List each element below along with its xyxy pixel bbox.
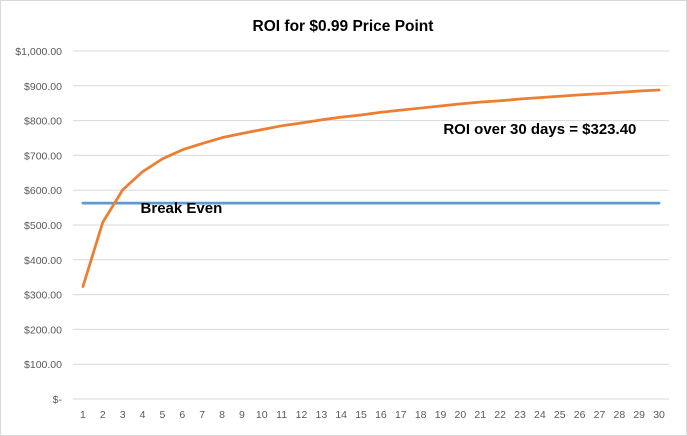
x-tick-label: 29	[633, 409, 645, 421]
y-tick-label: $-	[53, 394, 63, 406]
x-tick-label: 10	[256, 409, 268, 421]
x-tick-label: 6	[179, 409, 185, 421]
x-tick-label: 24	[534, 409, 546, 421]
x-tick-label: 22	[494, 409, 506, 421]
y-tick-label: $500.00	[24, 220, 62, 232]
x-tick-label: 14	[335, 409, 347, 421]
x-tick-label: 4	[140, 409, 146, 421]
x-tick-label: 27	[594, 409, 606, 421]
y-tick-label: $400.00	[24, 255, 62, 267]
x-tick-label: 8	[219, 409, 225, 421]
x-tick-label: 7	[199, 409, 205, 421]
break-even-annotation: Break Even	[141, 200, 223, 217]
y-tick-label: $300.00	[24, 290, 62, 302]
x-tick-label: 1	[80, 409, 86, 421]
x-tick-label: 15	[355, 409, 367, 421]
x-tick-label: 18	[415, 409, 427, 421]
y-tick-label: $800.00	[24, 116, 62, 128]
series-lines	[81, 88, 661, 288]
y-tick-label: $900.00	[24, 81, 62, 93]
x-tick-label: 20	[455, 409, 467, 421]
x-tick-label: 21	[474, 409, 486, 421]
x-tick-label: 19	[435, 409, 447, 421]
x-tick-label: 23	[514, 409, 526, 421]
x-tick-label: 30	[653, 409, 665, 421]
x-tick-label: 17	[395, 409, 407, 421]
chart-title: ROI for $0.99 Price Point	[253, 18, 434, 35]
annotations: Break Even ROI over 30 days = $323.40	[141, 121, 637, 217]
y-tick-label: $200.00	[24, 324, 62, 336]
x-tick-label: 13	[315, 409, 327, 421]
x-tick-label: 5	[159, 409, 165, 421]
axes: $- $100.00 $200.00 $300.00 $400.00 $500.00 $60…	[15, 46, 669, 421]
y-tick-label: $1,000.00	[15, 46, 62, 58]
x-tick-label: 12	[296, 409, 308, 421]
y-tick-label: $700.00	[24, 150, 62, 162]
x-tick-label: 25	[554, 409, 566, 421]
x-tick-label: 11	[276, 409, 287, 421]
x-tick-label: 28	[613, 409, 625, 421]
roi-series-line	[81, 88, 661, 288]
x-tick-label: 2	[100, 409, 106, 421]
x-tick-label: 16	[375, 409, 387, 421]
x-tick-label: 9	[239, 409, 245, 421]
y-tick-label: $100.00	[24, 359, 62, 371]
x-tick-label: 3	[120, 409, 126, 421]
x-tick-label: 26	[574, 409, 586, 421]
roi-total-annotation: ROI over 30 days = $323.40	[443, 121, 636, 138]
y-tick-label: $600.00	[24, 185, 62, 197]
